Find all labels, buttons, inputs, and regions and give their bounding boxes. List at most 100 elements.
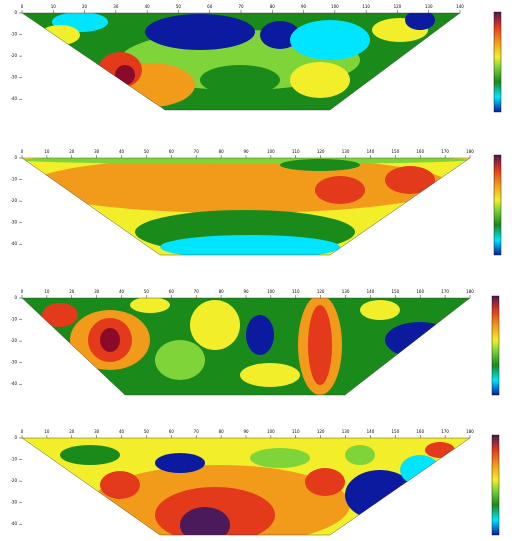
contour-region: [100, 471, 140, 499]
x-tick-label: 140: [367, 289, 375, 294]
y-tick-label: -30: [10, 360, 17, 365]
contour-region: [60, 445, 120, 465]
x-tick-label: 30: [94, 289, 100, 294]
x-tick-label: 70: [194, 429, 200, 434]
x-tick-label: 120: [394, 4, 402, 9]
contour-region: [280, 159, 360, 171]
x-tick-label: 80: [270, 4, 276, 9]
x-tick-label: 110: [292, 429, 300, 434]
contour-region: [260, 21, 300, 49]
y-tick-label: 0: [14, 295, 17, 300]
contour-region: [42, 303, 78, 327]
contour-region: [130, 298, 170, 313]
x-tick-label: 130: [342, 149, 350, 154]
contour-region: [100, 328, 120, 352]
contour-region: [155, 340, 205, 380]
x-tick-label: 90: [243, 289, 249, 294]
contour-region: [290, 20, 370, 60]
contour-region: [180, 507, 230, 535]
x-tick-label: 130: [342, 429, 350, 434]
x-tick-label: 70: [238, 4, 244, 9]
x-tick-label: 10: [44, 289, 50, 294]
y-tick-label: 0: [14, 155, 17, 160]
contour-region: [145, 14, 255, 50]
contour-region: [200, 65, 280, 95]
y-tick-label: -10: [10, 457, 17, 462]
y-tick-label: -30: [10, 220, 17, 225]
section: [22, 438, 470, 535]
y-tick-label: -30: [10, 500, 17, 505]
color-bar: [493, 154, 502, 256]
contour-region: [240, 363, 300, 387]
x-tick-label: 160: [416, 149, 424, 154]
x-tick-label: 140: [367, 149, 375, 154]
x-tick-label: 130: [425, 4, 433, 9]
x-tick-label: 140: [456, 4, 464, 9]
y-tick-label: -10: [10, 177, 17, 182]
x-tick-label: 130: [342, 289, 350, 294]
x-tick-label: 170: [441, 429, 449, 434]
y-tick-label: -40: [10, 381, 17, 386]
x-tick-label: 90: [301, 4, 307, 9]
x-tick-label: 20: [69, 429, 75, 434]
x-tick-label: 80: [219, 429, 225, 434]
y-tick-label: -20: [10, 53, 17, 58]
contour-region: [345, 445, 375, 465]
y-tick-label: 0: [14, 435, 17, 440]
contour-region: [22, 158, 470, 164]
y-tick-label: -10: [10, 317, 17, 322]
contour-region: [290, 62, 350, 98]
color-bar: [493, 11, 502, 113]
x-tick-label: 180: [466, 429, 474, 434]
x-tick-label: 40: [119, 289, 125, 294]
x-tick-label: 10: [44, 149, 50, 154]
x-tick-label: 40: [119, 149, 125, 154]
x-tick-label: 160: [416, 289, 424, 294]
x-tick-label: 110: [292, 289, 300, 294]
contour-region: [40, 25, 80, 45]
x-tick-label: 100: [331, 4, 339, 9]
x-tick-label: 30: [113, 4, 119, 9]
x-tick-label: 90: [243, 149, 249, 154]
x-tick-label: 30: [94, 149, 100, 154]
x-tick-label: 150: [392, 429, 400, 434]
contour-region: [305, 468, 345, 496]
y-tick-label: -10: [10, 32, 17, 37]
x-tick-label: 0: [21, 429, 24, 434]
x-tick-label: 0: [21, 149, 24, 154]
x-tick-label: 70: [194, 149, 200, 154]
x-tick-label: 60: [207, 4, 213, 9]
section: [22, 158, 470, 255]
contour-region: [360, 300, 400, 320]
y-tick-label: -40: [10, 241, 17, 246]
contour-region: [315, 176, 365, 204]
contour-region: [115, 65, 135, 85]
x-tick-label: 120: [317, 289, 325, 294]
contour-region: [246, 315, 274, 355]
x-tick-label: 170: [441, 289, 449, 294]
x-tick-label: 0: [21, 4, 24, 9]
x-tick-label: 180: [466, 289, 474, 294]
x-tick-label: 80: [219, 149, 225, 154]
contour-region: [60, 167, 180, 197]
x-tick-label: 40: [145, 4, 151, 9]
x-tick-label: 40: [119, 429, 125, 434]
x-tick-label: 60: [169, 149, 175, 154]
section: [22, 13, 460, 110]
x-tick-label: 10: [51, 4, 57, 9]
x-tick-label: 50: [144, 149, 150, 154]
x-tick-label: 20: [82, 4, 88, 9]
x-tick-label: 10: [44, 429, 50, 434]
contour-region: [155, 453, 205, 473]
contour-region: [250, 448, 310, 468]
x-tick-label: 50: [144, 289, 150, 294]
contour-region: [405, 13, 435, 30]
contour-region: [425, 442, 455, 458]
x-tick-label: 60: [169, 429, 175, 434]
y-tick-label: -20: [10, 338, 17, 343]
x-tick-label: 60: [169, 289, 175, 294]
x-tick-label: 100: [267, 429, 275, 434]
y-tick-label: 0: [14, 10, 17, 15]
x-tick-label: 0: [21, 289, 24, 294]
